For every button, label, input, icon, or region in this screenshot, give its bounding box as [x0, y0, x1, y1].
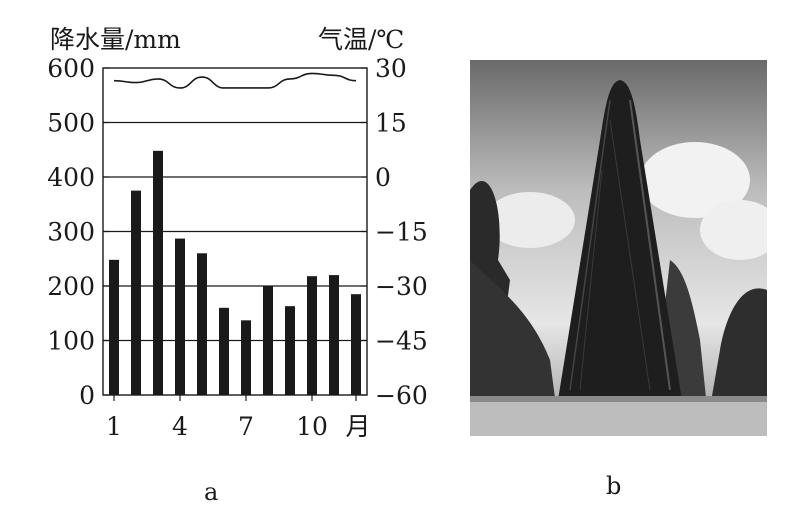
right-tick-label: −30	[375, 272, 428, 301]
left-tick-label: 200	[47, 272, 95, 301]
right-axis-title: 气温/℃	[318, 25, 405, 54]
right-tick-label: −15	[375, 218, 428, 247]
left-axis-ticks: 600 500 400 300 200 100 0	[47, 54, 109, 410]
right-tick-label: 15	[375, 109, 407, 138]
precip-bar-5	[197, 253, 207, 395]
left-tick-label: 0	[79, 381, 95, 410]
x-tick-label: 4	[172, 412, 188, 441]
precip-bar-2	[131, 190, 141, 395]
left-tick-label: 500	[47, 109, 95, 138]
x-axis-ticks: 1 4 7 10 月	[106, 395, 371, 441]
left-axis-title: 降水量/mm	[50, 25, 181, 54]
x-tick-label: 7	[238, 412, 254, 441]
precip-bar-1	[109, 259, 119, 395]
right-tick-label: −60	[375, 381, 428, 410]
panel-label-a: a	[204, 478, 219, 506]
precipitation-bars	[109, 150, 361, 395]
precip-bar-11	[329, 275, 339, 395]
left-tick-label: 300	[47, 218, 95, 247]
left-tick-label: 100	[47, 327, 95, 356]
precip-bar-7	[241, 320, 251, 395]
temperature-line	[113, 72, 357, 89]
right-tick-label: −45	[375, 327, 428, 356]
x-tick-label: 1	[106, 412, 122, 441]
left-tick-label: 400	[47, 163, 95, 192]
photograph-conical-tower	[470, 60, 767, 436]
panel-label-b: b	[606, 472, 622, 500]
right-tick-label: 0	[375, 163, 391, 192]
precip-bar-9	[285, 306, 295, 395]
precip-bar-6	[219, 307, 229, 395]
right-tick-label: 30	[375, 54, 407, 83]
left-tick-label: 600	[47, 54, 95, 83]
precip-bar-4	[175, 238, 185, 395]
precip-bar-3	[153, 150, 163, 395]
gridlines	[103, 121, 367, 342]
x-axis-unit: 月	[345, 412, 370, 441]
right-axis-ticks: 30 15 0 −15 −30 −45 −60	[361, 54, 428, 410]
precip-bar-10	[307, 276, 317, 395]
precip-bar-8	[263, 286, 273, 395]
x-tick-label: 10	[296, 412, 328, 441]
precip-bar-12	[351, 294, 361, 395]
